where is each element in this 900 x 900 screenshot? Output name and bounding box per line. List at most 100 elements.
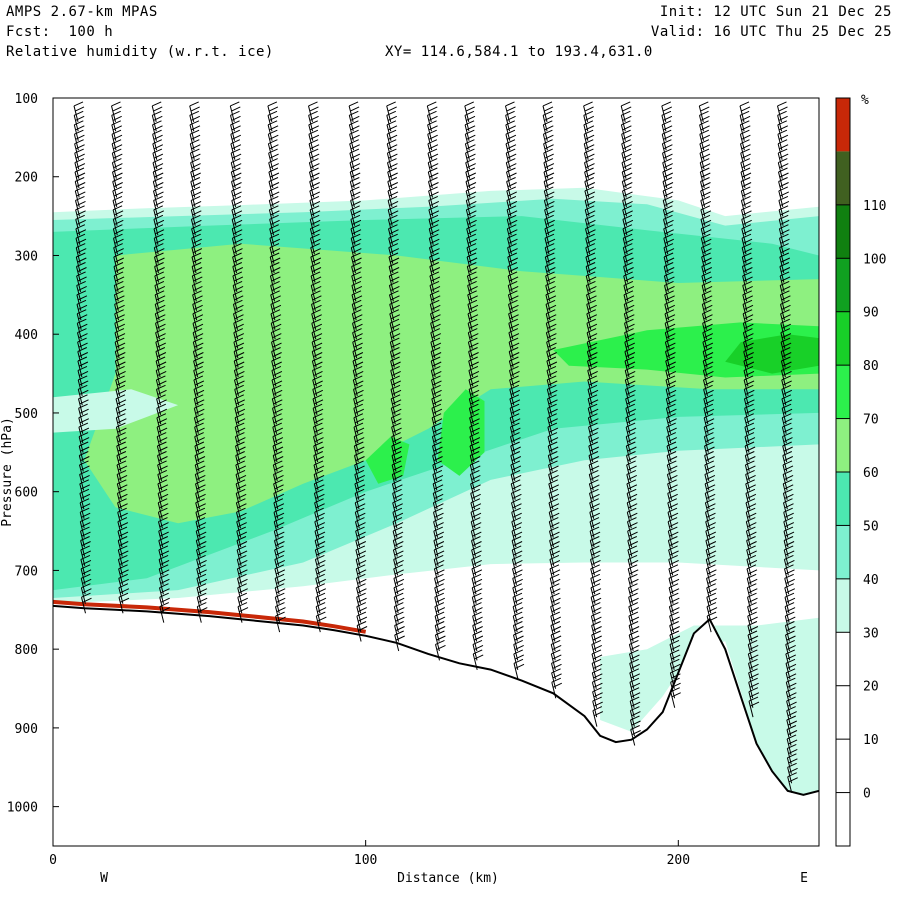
wind-barb-feather xyxy=(315,554,325,560)
wind-barb-feather xyxy=(706,611,717,617)
wind-barb-feather xyxy=(704,333,714,339)
wind-barb-feather xyxy=(393,564,403,570)
wind-barb-feather xyxy=(545,219,555,225)
wind-barb-feather xyxy=(470,479,480,485)
wind-barb-feather xyxy=(313,460,324,466)
wind-barb-feather xyxy=(629,658,639,664)
wind-barb-feather xyxy=(549,564,560,570)
wind-barb-feather xyxy=(707,541,717,546)
wind-barb-feather xyxy=(354,370,364,376)
wind-barb-feather xyxy=(111,129,122,135)
wind-barb-feather xyxy=(192,299,202,305)
wind-barb-feather xyxy=(238,578,248,584)
wind-barb-feather xyxy=(269,195,279,201)
wind-barb-feather xyxy=(626,498,637,504)
wind-barb-feather xyxy=(668,554,678,560)
wind-barb-feather xyxy=(196,484,206,490)
wind-barb-feather xyxy=(352,267,362,272)
wind-barb-feather xyxy=(272,451,283,456)
wind-barb-column xyxy=(151,101,171,623)
wind-barb-feather xyxy=(434,493,444,499)
wind-barb-feather xyxy=(471,536,481,541)
wind-barb-feather xyxy=(156,314,166,320)
wind-barb-feather xyxy=(705,399,715,405)
wind-barb-feather xyxy=(591,522,601,528)
wind-barb-feather xyxy=(550,639,561,645)
wind-barb-feather xyxy=(746,474,756,480)
wind-barb-feather xyxy=(309,115,319,121)
wind-barb-feather xyxy=(699,158,710,164)
wind-barb-feather xyxy=(115,365,125,371)
y-tick-label: 100 xyxy=(15,92,38,107)
wind-barb-feather xyxy=(466,153,476,159)
wind-barb-feather xyxy=(275,550,285,556)
wind-barb-feather xyxy=(507,144,517,150)
wind-barb-feather xyxy=(465,148,475,154)
wind-barb-feather xyxy=(547,314,557,320)
wind-barb-feather xyxy=(669,503,679,509)
wind-barb-feather xyxy=(276,578,286,584)
wind-barb-feather xyxy=(788,758,798,764)
wind-barb-feather xyxy=(159,583,169,589)
wind-barb-feather xyxy=(156,403,167,409)
colorbar-label: 110 xyxy=(863,199,886,214)
wind-barb-feather xyxy=(505,148,516,154)
wind-barb-feather xyxy=(781,295,791,301)
wind-barb-feather xyxy=(308,120,319,126)
wind-barb-feather xyxy=(701,290,712,296)
wind-barb-feather xyxy=(387,167,397,173)
wind-barb-feather xyxy=(356,522,366,528)
wind-barb-feather xyxy=(468,285,478,291)
wind-barb-staff xyxy=(592,710,598,727)
wind-barb-feather xyxy=(627,564,638,570)
wind-barb-feather xyxy=(193,337,203,343)
wind-barb-feather xyxy=(782,380,792,386)
wind-barb-feather xyxy=(552,635,562,641)
wind-barb-feather xyxy=(233,299,243,305)
wind-barb-feather xyxy=(310,125,320,131)
wind-barb-feather xyxy=(747,493,757,499)
wind-barb-feather xyxy=(700,115,710,121)
wind-barb-feather xyxy=(433,545,444,551)
wind-barb-feather xyxy=(312,267,322,272)
wind-barb-feather xyxy=(472,630,483,636)
wind-barb-feather xyxy=(467,309,478,315)
wind-barb-feather xyxy=(779,262,790,267)
wind-barb-feather xyxy=(120,588,130,594)
wind-barb-feather xyxy=(275,493,285,499)
wind-barb-feather xyxy=(668,474,678,480)
xy-range: XY= 114.6,584.1 to 193.4,631.0 xyxy=(385,44,653,60)
wind-barb-feather xyxy=(513,559,523,565)
wind-barb-feather xyxy=(741,115,751,121)
wind-barb-feather xyxy=(232,144,242,150)
wind-barb-feather xyxy=(624,309,634,315)
wind-barb-feather xyxy=(391,403,401,409)
wind-barb-feather xyxy=(312,375,322,381)
wind-barb-feather xyxy=(76,163,86,169)
wind-barb-feather xyxy=(192,191,202,197)
wind-barb-feather xyxy=(706,503,716,509)
wind-barb-feather xyxy=(114,191,124,197)
wind-barb-feather xyxy=(590,583,601,589)
wind-barb-feather xyxy=(112,167,122,173)
wind-barb-feather xyxy=(587,248,597,254)
wind-barb-feather xyxy=(788,730,798,735)
wind-barb-feather xyxy=(78,323,88,329)
wind-barb-feather xyxy=(593,673,603,679)
wind-barb-feather xyxy=(629,649,639,655)
wind-barb-feather xyxy=(233,248,243,254)
wind-barb-feather xyxy=(231,186,241,192)
wind-barb-feather xyxy=(119,541,129,546)
wind-barb-feather xyxy=(117,488,127,494)
y-tick-label: 600 xyxy=(15,486,38,501)
wind-barb-feather xyxy=(75,195,85,201)
wind-barb-feather xyxy=(356,503,366,509)
wind-barb-feather xyxy=(355,526,365,532)
wind-barb-feather xyxy=(348,101,359,107)
wind-barb-feather xyxy=(583,110,594,116)
wind-barb-feather xyxy=(509,384,520,390)
wind-barb-feather xyxy=(77,365,88,371)
wind-barb-feather xyxy=(353,342,363,348)
wind-barb-feather xyxy=(192,210,202,216)
wind-barb-feather xyxy=(155,229,165,235)
